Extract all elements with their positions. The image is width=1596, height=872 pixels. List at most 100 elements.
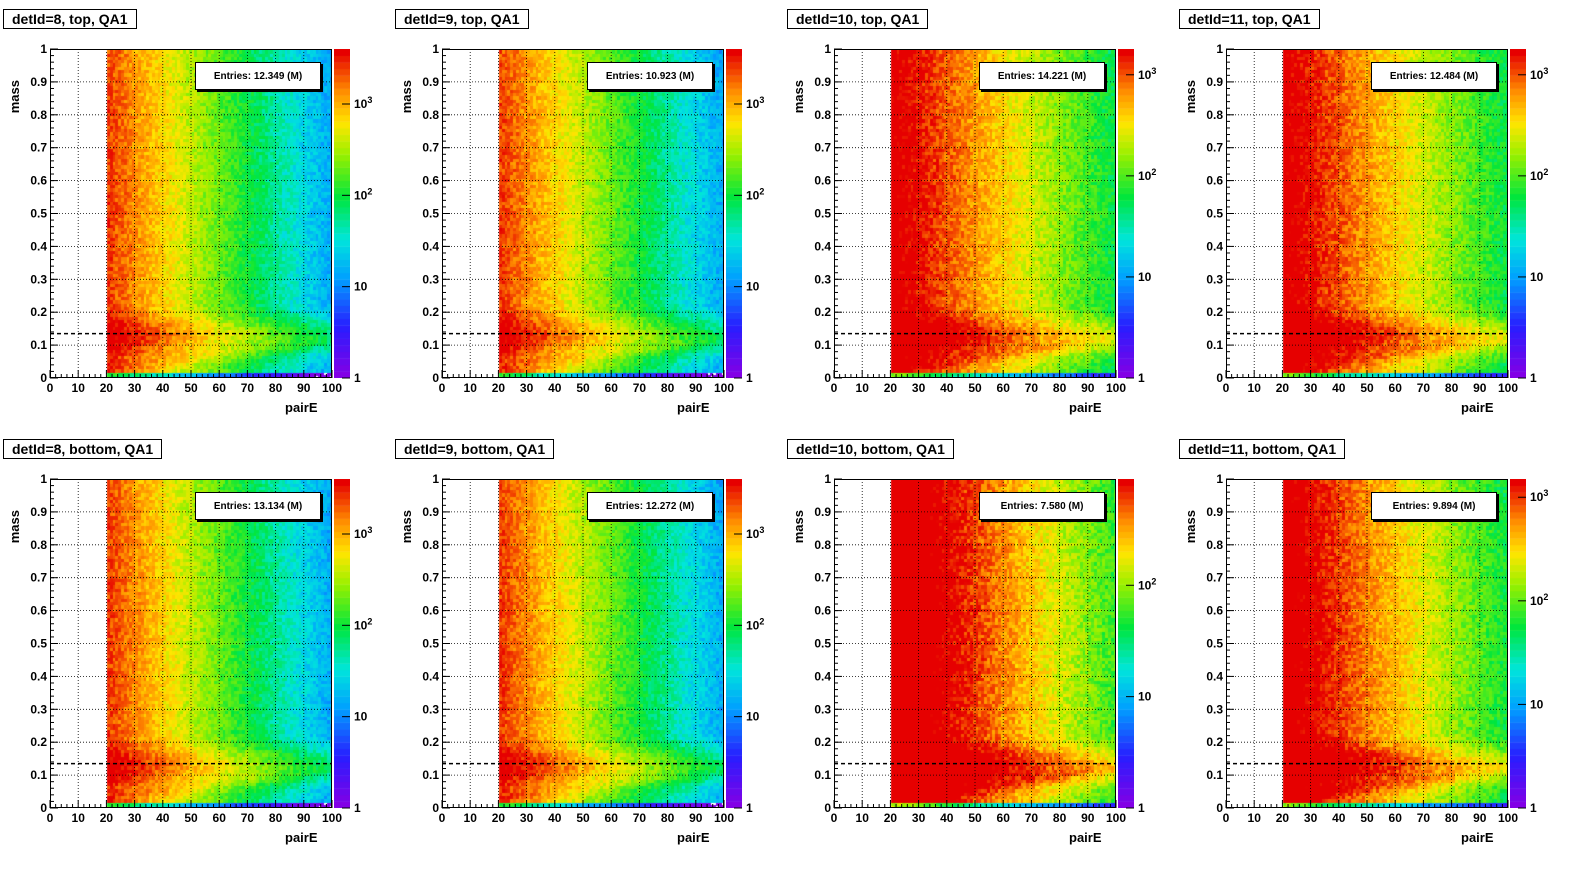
heatmap-cells [1227,480,1507,807]
x-tick-label: 20 [884,811,898,825]
y-axis-title-text: mass [399,80,414,114]
y-tick-label: 0 [40,371,47,385]
x-tick-label: 70 [633,381,647,395]
y-tick-label: 0.4 [30,239,47,253]
z-tick-label: 102 [1530,592,1548,608]
x-tick-label: 0 [831,811,838,825]
entries-stats-box: Entries: 12.349 (M) [195,62,321,90]
x-tick-label: 40 [548,811,562,825]
x-tick-label: 40 [548,381,562,395]
x-tick-label: 60 [1389,381,1403,395]
y-axis-title-text: mass [791,80,806,114]
chart-title: detId=8, top, QA1 [3,9,137,29]
y-tick-label: 0.2 [422,305,439,319]
z-tick-label: 103 [1530,66,1548,82]
x-axis-title: pairE [677,830,710,845]
z-tick-label: 10 [746,710,760,724]
y-tick-label: 0.2 [422,735,439,749]
z-tick-label: 103 [746,95,764,111]
y-axis-title: mass [1183,47,1198,113]
y-tick-label: 0.3 [422,272,439,286]
chart-title: detId=10, bottom, QA1 [787,439,954,459]
heatmap-cells [443,480,723,807]
heatmap-plot-area [1226,49,1508,378]
y-tick-label: 1 [432,472,439,486]
x-tick-label: 50 [576,381,590,395]
chart-title: detId=11, top, QA1 [1179,9,1320,29]
z-tick-label: 10 [1530,697,1544,711]
y-tick-label: 0.1 [814,768,831,782]
x-tick-label: 10 [856,811,870,825]
x-tick-label: 60 [605,381,619,395]
y-axis-title-text: mass [7,510,22,544]
x-tick-label: 100 [322,811,342,825]
x-tick-label: 70 [633,811,647,825]
z-tick-label: 1 [1530,801,1537,815]
x-tick-label: 20 [100,381,114,395]
x-tick-label: 30 [520,381,534,395]
y-tick-label: 0 [824,801,831,815]
color-scale-bar [726,49,742,378]
x-tick-label: 40 [1332,811,1346,825]
color-scale-bar [334,479,350,808]
y-axis-title-text: mass [399,510,414,544]
y-tick-label: 0.3 [1206,702,1223,716]
x-tick-label: 50 [184,381,198,395]
heatmap-plot-area [834,49,1116,378]
entries-stats-box: Entries: 12.272 (M) [587,492,713,520]
y-tick-label: 0.7 [1206,141,1223,155]
entries-stats-box: Entries: 7.580 (M) [979,492,1105,520]
y-tick-label: 0.2 [30,305,47,319]
y-tick-label: 0.7 [30,141,47,155]
y-tick-label: 0.4 [814,239,831,253]
x-tick-label: 60 [605,811,619,825]
x-tick-label: 40 [1332,381,1346,395]
x-tick-label: 60 [213,381,227,395]
x-tick-label: 50 [968,381,982,395]
y-axis-title: mass [399,47,414,113]
y-tick-label: 0.3 [30,702,47,716]
y-tick-label: 0.4 [422,669,439,683]
chart-title: detId=10, top, QA1 [787,9,929,29]
y-tick-label: 0 [432,801,439,815]
y-axis-title-text: mass [1183,80,1198,114]
y-tick-label: 0.9 [1206,75,1223,89]
y-tick-label: 0.2 [30,735,47,749]
x-tick-label: 60 [213,811,227,825]
y-tick-label: 0.1 [30,338,47,352]
y-tick-label: 0.9 [30,505,47,519]
chart-panel: detId=8, bottom, QA1 0 10 20 30 40 50 60 70 80 90 1… [0,430,395,862]
y-tick-label: 0.6 [1206,604,1223,618]
y-tick-label: 0.1 [422,338,439,352]
x-tick-label: 30 [1304,811,1318,825]
z-tick-label: 103 [1138,66,1156,82]
x-tick-label: 10 [72,381,86,395]
x-tick-label: 90 [689,811,703,825]
heatmap-cells [443,50,723,377]
color-scale-bar [1510,479,1526,808]
entries-stats-box: Entries: 12.484 (M) [1371,62,1497,90]
heatmap-cells [835,480,1115,807]
y-tick-label: 0.3 [1206,272,1223,286]
y-tick-label: 0.1 [422,768,439,782]
z-tick-label: 102 [746,616,764,632]
x-tick-label: 90 [1081,381,1095,395]
chart-title: detId=11, bottom, QA1 [1179,439,1346,459]
color-scale-bar [1118,49,1134,378]
entries-stats-box: Entries: 9.894 (M) [1371,492,1497,520]
x-tick-label: 90 [689,381,703,395]
y-tick-label: 0.1 [1206,768,1223,782]
x-tick-label: 80 [1053,381,1067,395]
x-tick-label: 0 [47,811,54,825]
y-tick-label: 0.9 [1206,505,1223,519]
y-tick-label: 0.6 [30,604,47,618]
x-tick-label: 40 [940,381,954,395]
chart-panel: detId=10, top, QA1 0 10 20 30 40 50 60 70 80 90 100… [784,0,1179,432]
x-tick-label: 90 [297,811,311,825]
x-tick-label: 10 [1248,811,1262,825]
y-tick-label: 0 [432,371,439,385]
y-tick-label: 1 [1216,42,1223,56]
x-tick-label: 70 [1417,381,1431,395]
y-tick-label: 1 [824,42,831,56]
x-tick-label: 60 [997,381,1011,395]
